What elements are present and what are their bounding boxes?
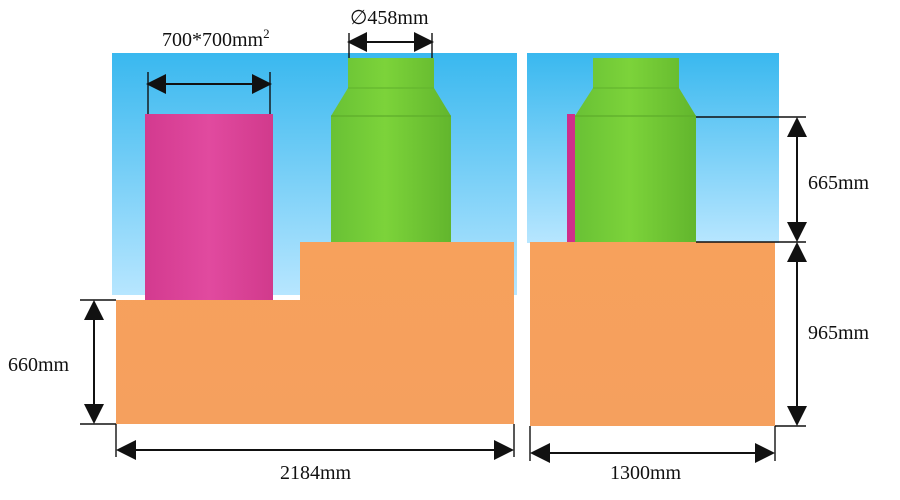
square-duct-block xyxy=(145,114,273,300)
right-pink-strip xyxy=(567,114,575,242)
left-green-cylinder xyxy=(331,58,451,242)
height-965-label: 965mm xyxy=(808,322,870,344)
diameter-label: ∅458mm xyxy=(350,7,429,29)
right-green-cylinder xyxy=(575,58,696,242)
width-2184-label: 2184mm xyxy=(280,462,352,484)
left-orange-block xyxy=(116,242,514,424)
height-660-label: 660mm xyxy=(8,354,70,376)
height-665-label: 665mm xyxy=(808,172,870,194)
square-size-label: 700*700mm2 xyxy=(162,26,270,51)
width-1300-label: 1300mm xyxy=(610,462,682,484)
right-orange-block xyxy=(530,242,775,426)
